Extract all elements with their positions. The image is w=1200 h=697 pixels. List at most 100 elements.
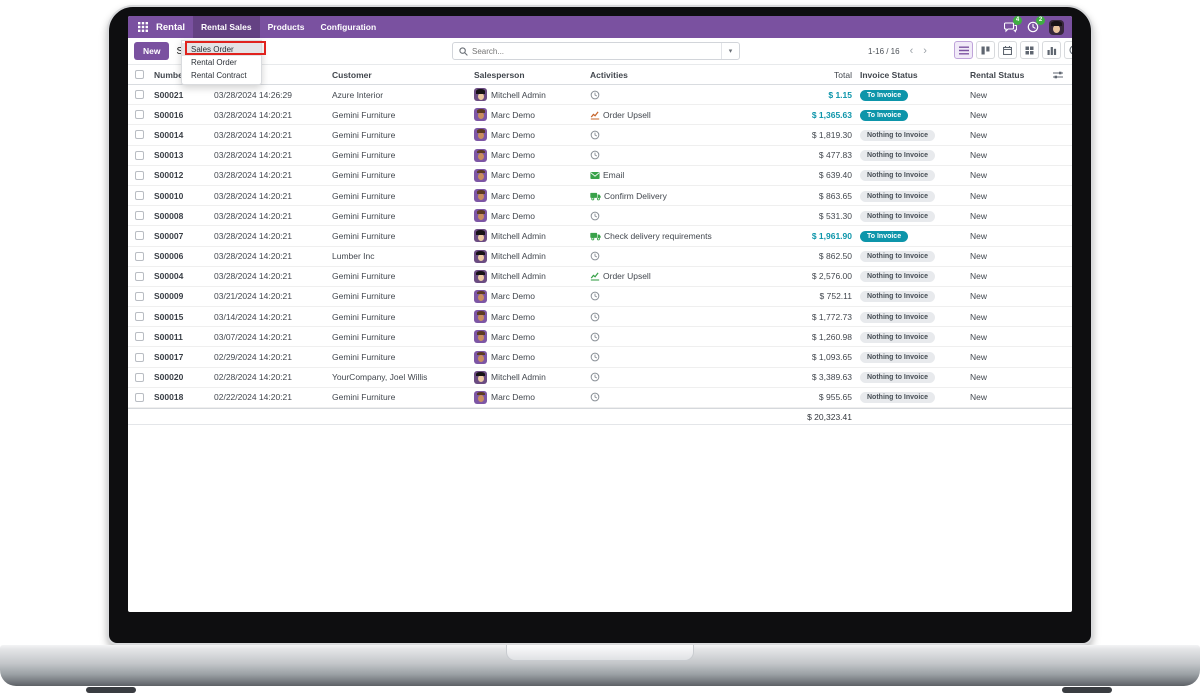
dropdown-item-sales-order[interactable]: Sales Order — [182, 43, 261, 56]
cell-total: $ 639.40 — [818, 170, 852, 181]
header-number[interactable]: Number — [154, 69, 187, 80]
user-avatar[interactable] — [1049, 19, 1064, 35]
activity-icon[interactable] — [590, 251, 600, 261]
laptop-foot-right — [1062, 687, 1112, 693]
header-invoice-status[interactable]: Invoice Status — [860, 69, 918, 80]
apps-grid-icon[interactable] — [132, 16, 154, 38]
cell-activities — [590, 150, 790, 160]
view-list-button[interactable] — [954, 41, 973, 59]
row-checkbox[interactable] — [134, 251, 144, 261]
cell-salesperson: Marc Demo — [474, 148, 590, 162]
top-navbar: Rental Rental Sales Products Configurati… — [128, 16, 1072, 38]
row-checkbox[interactable] — [134, 211, 144, 221]
search-filters-toggle-icon[interactable]: ▾ — [721, 43, 739, 59]
header-activities[interactable]: Activities — [590, 69, 628, 80]
row-checkbox[interactable] — [134, 352, 144, 362]
cell-customer: Gemini Furniture — [332, 291, 396, 302]
cell-rental-status: New — [970, 392, 988, 403]
search-input[interactable] — [472, 46, 721, 56]
table-row[interactable]: S00013 03/28/2024 14:20:21 Gemini Furnit… — [128, 145, 1072, 166]
messages-icon[interactable]: 4 — [1003, 16, 1022, 34]
view-calendar-button[interactable] — [998, 41, 1017, 59]
table-row[interactable]: S00007 03/28/2024 14:20:21 Gemini Furnit… — [128, 226, 1072, 247]
cell-activities: Confirm Delivery — [590, 191, 790, 201]
table-row[interactable]: S00004 03/28/2024 14:20:21 Gemini Furnit… — [128, 266, 1072, 287]
table-row[interactable]: S00012 03/28/2024 14:20:21 Gemini Furnit… — [128, 165, 1072, 186]
table-row[interactable]: S00008 03/28/2024 14:20:21 Gemini Furnit… — [128, 206, 1072, 227]
invoice-status-badge: Nothing to Invoice — [860, 271, 936, 283]
row-checkbox[interactable] — [134, 332, 144, 342]
view-pivot-button[interactable] — [1020, 41, 1039, 59]
activity-icon[interactable] — [590, 211, 600, 221]
view-kanban-button[interactable] — [976, 41, 995, 59]
activity-icon[interactable] — [590, 231, 601, 241]
row-checkbox[interactable] — [134, 130, 144, 140]
menu-rental-sales[interactable]: Rental Sales — [193, 16, 260, 38]
invoice-status-badge: Nothing to Invoice — [860, 311, 936, 323]
laptop-screen: Rental Rental Sales Products Configurati… — [128, 16, 1072, 612]
row-checkbox[interactable] — [134, 291, 144, 301]
dropdown-item-rental-contract[interactable]: Rental Contract — [191, 71, 247, 80]
table-row[interactable]: S00015 03/14/2024 14:20:21 Gemini Furnit… — [128, 307, 1072, 328]
activity-icon[interactable] — [590, 392, 600, 402]
row-checkbox[interactable] — [134, 231, 144, 241]
cell-customer: Gemini Furniture — [332, 392, 396, 403]
table-row[interactable]: S00017 02/29/2024 14:20:21 Gemini Furnit… — [128, 347, 1072, 368]
cell-order-date: 03/28/2024 14:20:21 — [214, 150, 292, 161]
table-row[interactable]: S00009 03/21/2024 14:20:21 Gemini Furnit… — [128, 286, 1072, 308]
activity-icon[interactable] — [590, 191, 601, 201]
new-button[interactable]: New — [134, 42, 170, 60]
footer-total-sum: $ 20,323.41 — [807, 411, 852, 422]
row-checkbox[interactable] — [134, 90, 144, 100]
activity-icon[interactable] — [590, 90, 600, 100]
cell-invoice-status: Nothing to Invoice — [856, 290, 962, 303]
header-rental-status[interactable]: Rental Status — [970, 69, 1025, 80]
table-row[interactable]: S00018 02/22/2024 14:20:21 Gemini Furnit… — [128, 387, 1072, 408]
header-customer[interactable]: Customer — [332, 69, 372, 80]
row-checkbox[interactable] — [134, 150, 144, 160]
activity-icon[interactable] — [590, 130, 600, 140]
cell-salesperson: Marc Demo — [474, 350, 590, 364]
table-row[interactable]: S00010 03/28/2024 14:20:21 Gemini Furnit… — [128, 185, 1072, 207]
table-row[interactable]: S00021 03/28/2024 14:26:29 Azure Interio… — [128, 85, 1072, 106]
view-activity-button[interactable] — [1064, 41, 1072, 59]
table-row[interactable]: S00016 03/28/2024 14:20:21 Gemini Furnit… — [128, 105, 1072, 126]
row-checkbox[interactable] — [134, 372, 144, 382]
activity-icon[interactable] — [590, 312, 600, 322]
activity-icon[interactable] — [590, 171, 600, 180]
dropdown-item-rental-order[interactable]: Rental Order — [191, 58, 237, 67]
activity-icon[interactable] — [590, 271, 600, 281]
pager-next-button[interactable]: › — [919, 45, 931, 57]
activities-icon[interactable]: 2 — [1026, 16, 1045, 34]
cell-order-date: 02/22/2024 14:20:21 — [214, 392, 292, 403]
salesperson-avatar — [474, 269, 487, 283]
menu-configuration[interactable]: Configuration — [320, 22, 377, 32]
activity-icon[interactable] — [590, 372, 600, 382]
row-checkbox[interactable] — [134, 271, 144, 281]
menu-products[interactable]: Products — [267, 22, 305, 32]
row-checkbox[interactable] — [134, 392, 144, 402]
activity-icon[interactable] — [590, 291, 600, 301]
row-checkbox[interactable] — [134, 170, 144, 180]
pager: 1-16 / 16 ‹ › — [868, 38, 931, 64]
view-graph-button[interactable] — [1042, 41, 1061, 59]
table-row[interactable]: S00014 03/28/2024 14:20:21 Gemini Furnit… — [128, 125, 1072, 146]
activity-icon[interactable] — [590, 352, 600, 362]
table-row[interactable]: S00020 02/28/2024 14:20:21 YourCompany, … — [128, 367, 1072, 388]
activity-icon[interactable] — [590, 150, 600, 160]
table-row[interactable]: S00006 03/28/2024 14:20:21 Lumber Inc Mi… — [128, 246, 1072, 267]
row-checkbox[interactable] — [134, 110, 144, 120]
pager-previous-button[interactable]: ‹ — [906, 45, 918, 57]
row-checkbox[interactable] — [134, 312, 144, 322]
activity-icon[interactable] — [590, 332, 600, 342]
table-row[interactable]: S00011 03/07/2024 14:20:21 Gemini Furnit… — [128, 327, 1072, 348]
cell-rental-status: New — [970, 190, 988, 201]
select-all-checkbox[interactable] — [134, 70, 144, 79]
activity-icon[interactable] — [590, 110, 600, 120]
cell-rental-status: New — [970, 89, 988, 100]
header-salesperson[interactable]: Salesperson — [474, 69, 525, 80]
row-checkbox[interactable] — [134, 191, 144, 201]
optional-columns-icon[interactable] — [1048, 71, 1072, 79]
header-total[interactable]: Total — [834, 69, 852, 80]
app-title[interactable]: Rental — [156, 21, 186, 33]
